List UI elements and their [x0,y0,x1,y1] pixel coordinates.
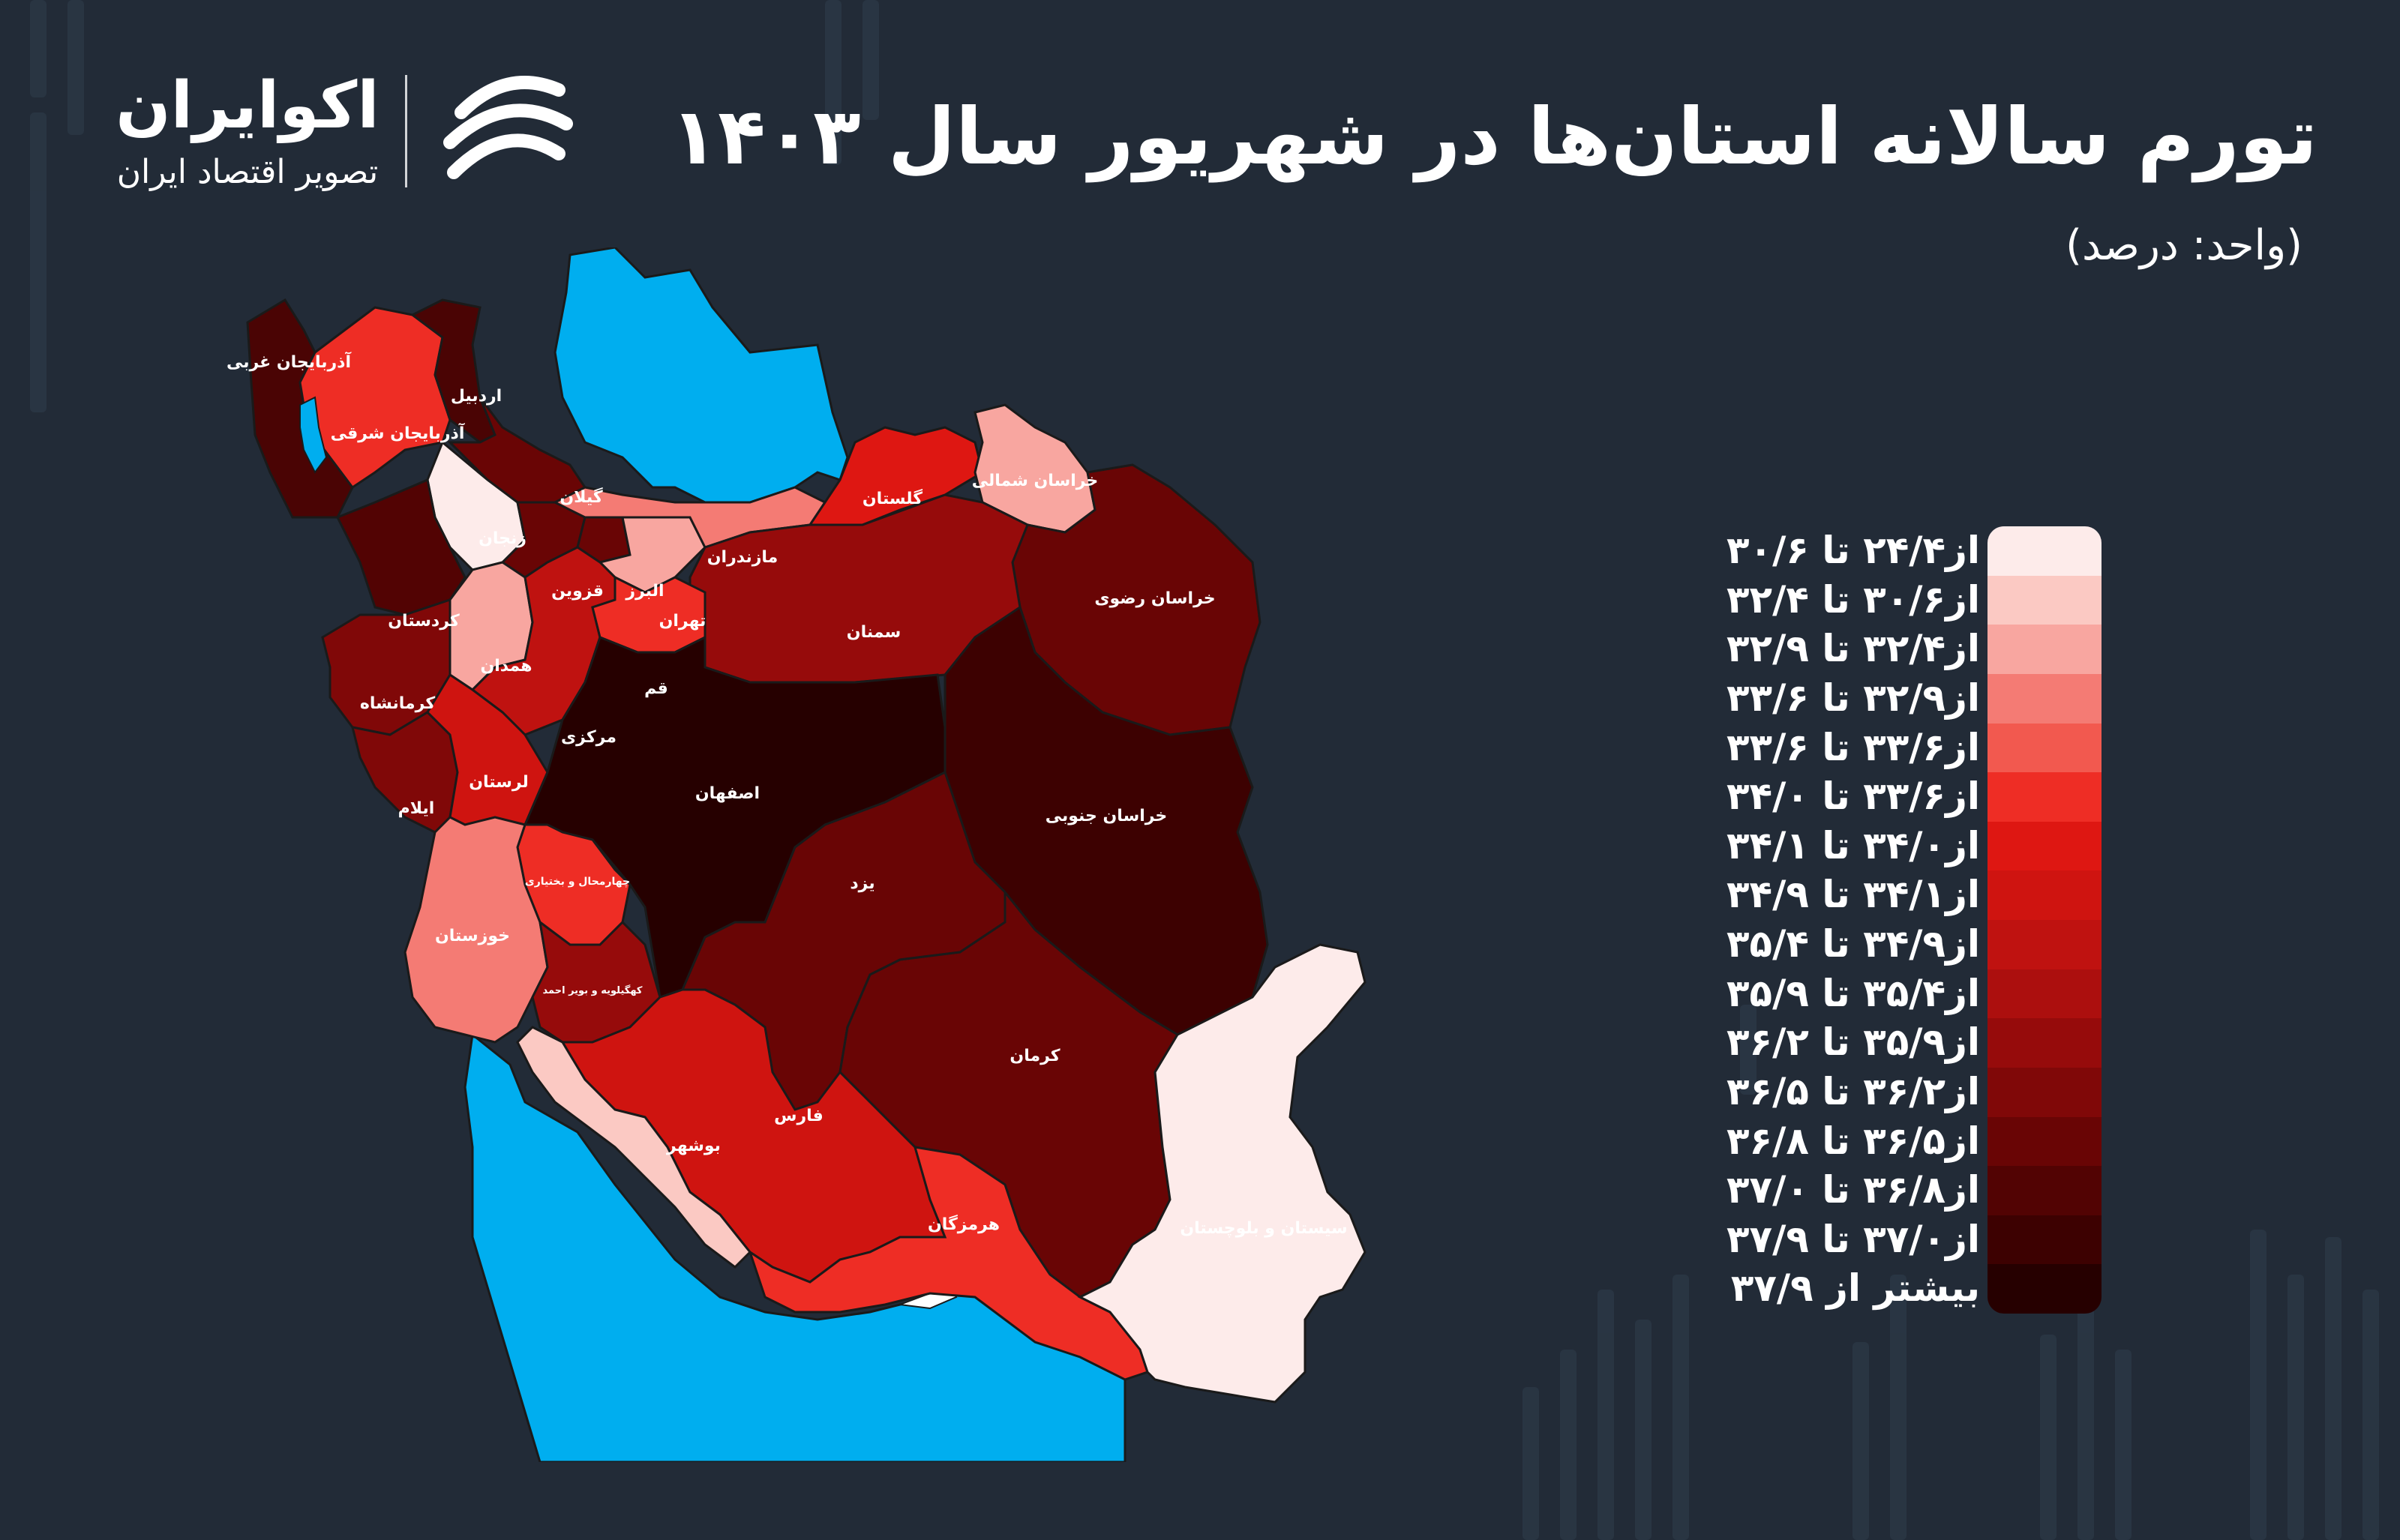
legend-label: از۳۳/۶ تا ۳۳/۶ [1726,725,1980,769]
page-title: تورم سالانه استان‌ها در شهریور سال ۱۴۰۳ [670,91,2318,182]
brand-name: اکوایران [116,68,380,143]
legend-labels: از۲۴/۴ تا ۳۰/۶ از۳۰/۶ تا ۳۲/۴ از۳۲/۴ تا ۳۲… [1650,526,1980,1314]
label-bushehr: بوشهر [666,1137,721,1155]
label-gilan: گیلان [560,487,602,507]
brand-logo: اکوایران تصویر اقتصاد ایران [90,60,585,202]
legend-label: از۳۶/۲ تا ۳۶/۵ [1726,1069,1980,1113]
label-qom: قم [644,679,668,698]
label-chaharmahal: چهارمحال و بختیاری [525,876,630,888]
legend-label: از۳۵/۴ تا ۳۵/۹ [1726,971,1980,1015]
legend-swatch [1988,920,2102,969]
label-markazi: مرکزی [561,728,616,747]
legend-swatch [1988,821,2102,871]
legend-swatch [1988,1116,2102,1167]
legend-label: از۳۴/۹ تا ۳۵/۴ [1726,922,1980,966]
legend-swatch [1988,1215,2102,1265]
unit-subtitle: (واحد: درصد) [2066,221,2302,270]
legend-label: از۳۷/۰ تا ۳۷/۹ [1726,1217,1980,1261]
caspian-sea [554,247,849,504]
label-kermanshah: کرمانشاه [360,694,435,713]
iran-map: آذربایجان غربی اردبیل آذربایجان شرقی گیل… [226,247,1366,1462]
label-east-azerbaijan: آذربایجان شرقی [331,422,465,443]
label-hamadan: همدان [480,657,532,676]
legend-swatch [1988,969,2102,1019]
label-lorestan: لرستان [469,773,529,792]
label-ilam: ایلام [398,799,435,818]
legend-label: از۳۴/۱ تا ۳۴/۹ [1726,873,1980,917]
legend-label: از۳۶/۸ تا ۳۷/۰ [1726,1168,1980,1212]
legend-label: از۳۳/۶ تا ۳۴/۰ [1726,774,1980,819]
legend-label: از۳۵/۹ تا ۳۶/۲ [1726,1020,1980,1065]
legend-label: از۳۶/۵ تا ۳۶/۸ [1726,1119,1980,1163]
label-zanjan: زنجان [478,529,526,548]
legend-label: بیشتر از ۳۷/۹ [1730,1266,1980,1311]
label-west-azerbaijan: آذربایجان غربی [226,351,352,372]
legend-label: از۳۲/۴ تا ۳۲/۹ [1726,627,1980,671]
legend-swatch [1988,625,2102,674]
legend-label: از۲۴/۴ تا ۳۰/۶ [1726,529,1980,572]
province-sistan-baluchestan [1077,943,1366,1404]
legend-swatch [1988,870,2102,920]
label-mazandaran: مازندران [707,548,778,567]
province-bushehr [516,1026,752,1269]
label-isfahan: اصفهان [695,784,760,803]
label-hormozgan: هرمزگان [928,1214,1000,1234]
legend-swatch [1988,1067,2102,1117]
brand-mark-icon [443,76,573,179]
label-golestan: گلستان [862,488,922,508]
label-tehran: تهران [659,612,706,631]
legend-swatch [1988,1166,2102,1215]
legend-swatch [1988,723,2102,773]
logo-divider [405,75,407,187]
lake-urmia [299,396,328,474]
legend-label: از۳۰/۶ تا ۳۲/۴ [1726,577,1980,622]
legend-swatch [1988,575,2102,625]
label-fars: فارس [774,1107,824,1125]
legend-swatch [1988,772,2102,822]
label-khuzestan: خوزستان [435,927,510,945]
legend-swatch [1988,526,2102,576]
brand-tagline: تصویر اقتصاد ایران [116,153,379,191]
label-north-khorasan: خراسان شمالی [972,472,1099,490]
label-kohgiluyeh: کهگیلویه و بویر احمد [543,984,643,996]
label-ardabil: اردبیل [451,387,502,406]
legend-color-scale [1988,526,2102,1314]
legend-label: از۳۴/۰ تا ۳۴/۱ [1726,823,1980,867]
label-kurdistan: کردستان [388,612,460,631]
legend-swatch [1988,673,2102,724]
legend-swatch [1988,1264,2102,1314]
label-yazd: یزد [850,874,874,893]
legend-label: از۳۲/۹ تا ۳۳/۶ [1726,676,1980,720]
province-kurdistan [335,478,466,616]
label-sistan-baluchestan: سیستان و بلوچستان [1180,1219,1347,1238]
label-razavi-khorasan: خراسان رضوی [1094,589,1215,608]
label-alborz: البرز [625,582,664,601]
label-qazvin: قزوین [551,582,604,601]
legend-swatch [1988,1018,2102,1068]
label-semnan: سمنان [847,623,901,642]
label-kerman: کرمان [1010,1047,1060,1065]
label-south-khorasan: خراسان جنوبی [1046,807,1168,825]
